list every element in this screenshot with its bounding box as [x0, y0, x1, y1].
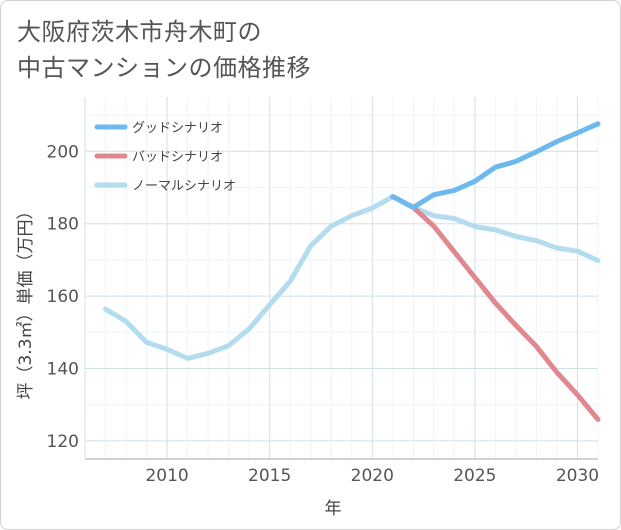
chart-title: 大阪府茨木市舟木町の 中古マンションの価格推移: [17, 14, 311, 86]
legend-label: ノーマルシナリオ: [132, 179, 236, 194]
legend-label: グッドシナリオ: [132, 121, 223, 136]
title-line-2: 中古マンションの価格推移: [17, 54, 311, 82]
x-axis-label: 年: [325, 499, 342, 519]
series-line-0: [390, 121, 601, 210]
x-tick-labels: 2010 2015 2020 2025 2030: [145, 466, 599, 486]
y-tick-label: 140: [47, 360, 79, 380]
y-tick-label: 120: [47, 432, 79, 452]
x-tick-label: 2030: [556, 466, 599, 486]
legend-label: バッドシナリオ: [132, 150, 223, 165]
series-line-2: [103, 194, 601, 361]
x-tick-label: 2015: [248, 466, 291, 486]
x-tick-label: 2025: [453, 466, 496, 486]
y-tick-label: 180: [47, 215, 79, 235]
x-tick-label: 2010: [145, 466, 188, 486]
chart-grid: [84, 97, 599, 460]
y-tick-labels: 120 140 160 180 200: [47, 142, 79, 452]
y-axis-label: 坪（3.3㎡）単価（万円）: [16, 202, 36, 399]
title-line-1: 大阪府茨木市舟木町の: [17, 18, 262, 46]
x-tick-label: 2020: [351, 466, 394, 486]
y-tick-label: 160: [47, 287, 79, 307]
series-line-1: [390, 194, 601, 422]
chart-lines: [103, 121, 601, 422]
y-tick-label: 200: [47, 142, 79, 162]
